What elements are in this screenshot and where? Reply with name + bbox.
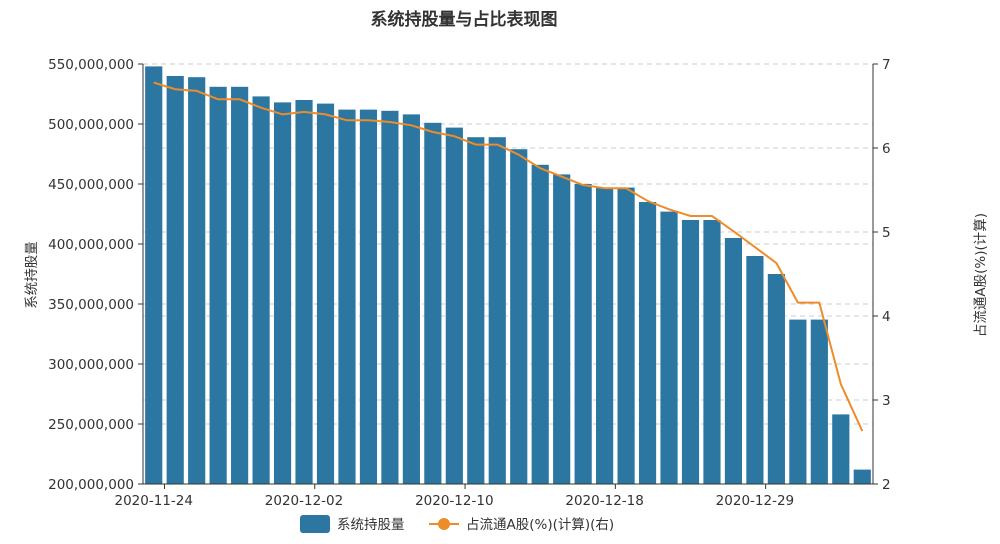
bar: [810, 319, 828, 484]
y-tick-label: 200,000,000: [48, 477, 134, 493]
legend-swatch-bar: [300, 515, 330, 533]
x-tick-label: 2020-12-10: [415, 493, 493, 509]
axes: 200,000,000 250,000,000 300,000,000 350,000…: [48, 57, 890, 509]
bar: [853, 469, 871, 484]
y2-tick-label: 6: [882, 141, 891, 157]
bar: [295, 100, 313, 484]
bar: [767, 274, 785, 484]
bar: [638, 202, 657, 484]
bar: [188, 77, 206, 484]
bar: [209, 86, 227, 485]
bar: [273, 102, 292, 485]
bar: [703, 220, 721, 484]
y-tick-label: 250,000,000: [48, 417, 134, 433]
x-tick-label: 2020-12-18: [565, 493, 643, 509]
bar: [681, 220, 700, 484]
x-tick-label: 2020-11-24: [115, 493, 193, 509]
bar: [381, 110, 399, 485]
y2-tick-label: 4: [882, 309, 891, 325]
bar: [574, 184, 592, 484]
bar: [166, 76, 184, 484]
bar: [553, 174, 571, 484]
bar: [724, 238, 743, 484]
bar: [424, 122, 442, 485]
y-tick-label: 400,000,000: [48, 237, 134, 253]
bar: [746, 256, 764, 484]
y2-tick-label: 5: [882, 225, 891, 241]
y-axis-title: 系统持股量: [24, 241, 40, 309]
y-tick-label: 500,000,000: [48, 117, 134, 133]
y-tick-label: 550,000,000: [48, 57, 134, 73]
bar: [359, 109, 378, 484]
bar: [832, 414, 850, 484]
line-series: [153, 81, 864, 432]
legend-item-line: 占流通A股(%)(计算)(右): [429, 517, 614, 533]
legend-label-bar: 系统持股量: [337, 517, 405, 533]
bar: [510, 149, 528, 484]
bar: [316, 103, 335, 484]
y2-tick-label: 2: [882, 477, 891, 493]
y-tick-label: 450,000,000: [48, 177, 134, 193]
bar: [402, 114, 420, 485]
y-tick-label: 300,000,000: [48, 357, 134, 373]
x-tick-label: 2020-12-29: [716, 493, 794, 509]
bar: [252, 96, 270, 485]
bar-series: [145, 66, 871, 485]
legend-item-bar: 系统持股量: [300, 515, 405, 533]
bar: [660, 211, 678, 484]
y2-tick-label: 3: [882, 393, 891, 409]
legend[interactable]: 系统持股量 占流通A股(%)(计算)(右): [300, 515, 614, 533]
bar: [617, 187, 635, 484]
bar: [467, 137, 485, 484]
bar: [531, 164, 549, 485]
line-path: [153, 81, 864, 432]
bar: [596, 187, 614, 484]
bar: [231, 86, 249, 485]
bar: [488, 137, 506, 484]
y2-tick-label: 7: [882, 57, 891, 73]
y-tick-label: 350,000,000: [48, 297, 134, 313]
bar: [445, 127, 463, 484]
y2-axis-title: 占流通A股(%)(计算): [973, 213, 989, 337]
legend-swatch-marker: [438, 518, 450, 530]
legend-label-line: 占流通A股(%)(计算)(右): [466, 517, 614, 533]
bar: [145, 66, 163, 485]
chart-title: 系统持股量与占比表现图: [371, 9, 558, 30]
x-tick-label: 2020-12-02: [265, 493, 343, 509]
bar: [789, 319, 807, 484]
bar: [338, 109, 356, 484]
